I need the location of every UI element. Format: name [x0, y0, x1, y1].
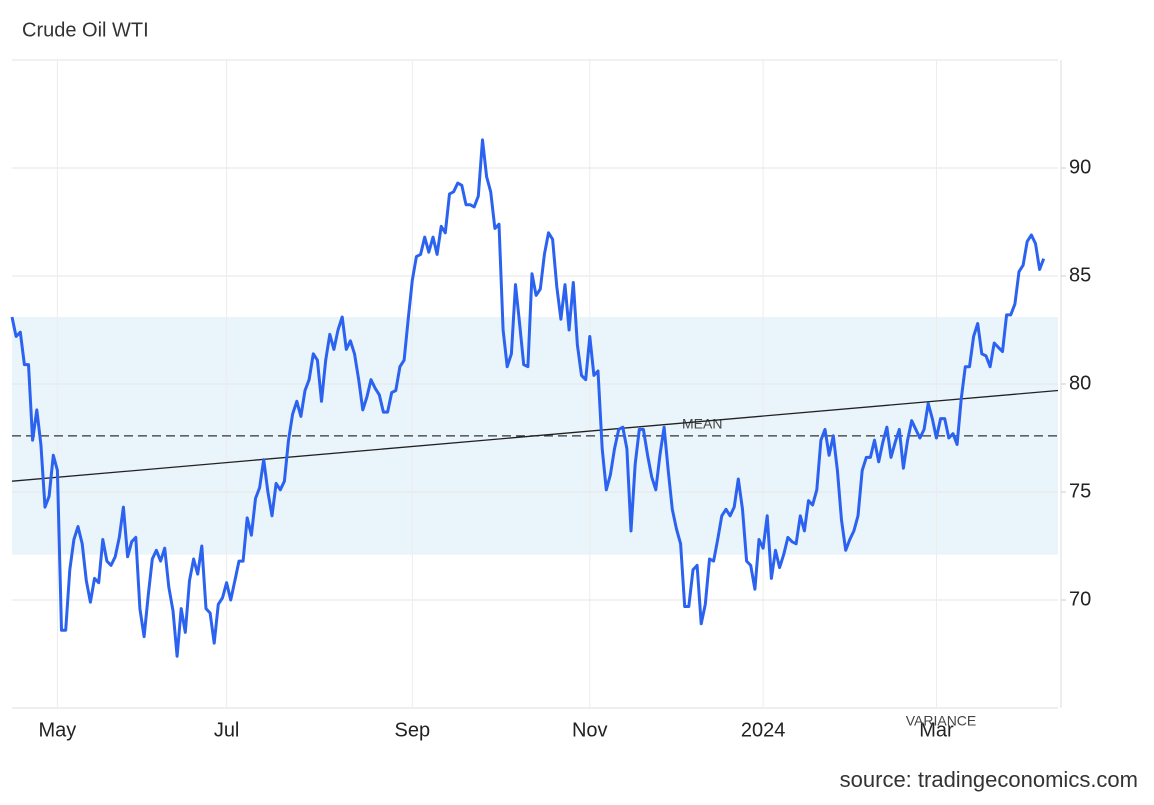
source: source: tradingeconomics.com: [840, 767, 1138, 792]
x-tick-label: Nov: [572, 719, 608, 741]
chart-title: Crude Oil WTI: [22, 19, 149, 41]
y-tick-label: 85: [1069, 264, 1091, 286]
trend-line: [11, 389, 1059, 482]
x-tick-label: Jul: [214, 719, 240, 741]
y-tick-label: 70: [1069, 588, 1091, 610]
x-tick-label: Sep: [395, 719, 431, 741]
x-tick-label: Mar: [919, 719, 954, 741]
x-tick-label: May: [38, 719, 76, 741]
variance-label: VARIANCE: [906, 713, 977, 729]
y-tick-label: 90: [1069, 156, 1091, 178]
price-line: [10, 138, 1046, 658]
y-tick-label: 75: [1069, 480, 1091, 502]
mean-label: MEAN: [682, 416, 722, 432]
y-tick-label: 80: [1069, 372, 1091, 394]
x-tick-label: 2024: [741, 719, 786, 741]
